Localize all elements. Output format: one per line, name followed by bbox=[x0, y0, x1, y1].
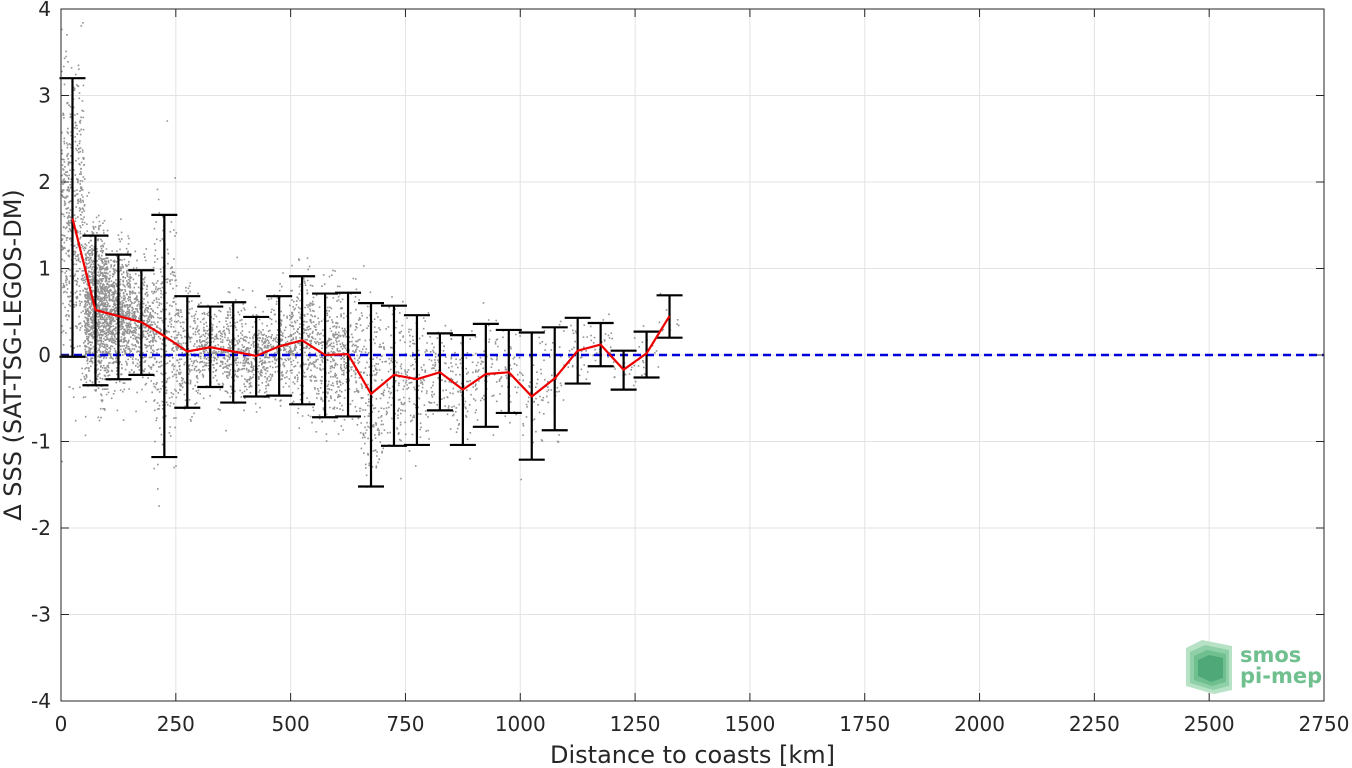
y-tick-label: -2 bbox=[31, 516, 51, 540]
logo-text-smos: smos bbox=[1240, 643, 1301, 667]
y-tick-label: 4 bbox=[38, 0, 51, 21]
x-tick-labels: 0 250 500 750 1000 1250 1500 1750 2000 2250 2500 27… bbox=[55, 712, 1350, 736]
error-bar bbox=[59, 77, 86, 358]
error-bar bbox=[472, 322, 499, 428]
y-tick-label: -3 bbox=[31, 603, 51, 627]
y-tick-label: 2 bbox=[38, 170, 51, 194]
x-tick-label: 750 bbox=[386, 712, 424, 736]
x-tick-label: 1000 bbox=[495, 712, 546, 736]
x-tick-label: 2500 bbox=[1184, 712, 1235, 736]
x-tick-label: 2000 bbox=[954, 712, 1005, 736]
x-axis-label: Distance to coasts [km] bbox=[550, 741, 835, 768]
x-tick-label: 250 bbox=[157, 712, 195, 736]
y-tick-labels: -4 -3 -2 -1 0 1 2 3 4 bbox=[31, 0, 51, 713]
x-tick-label: 1250 bbox=[610, 712, 661, 736]
x-tick-label: 0 bbox=[55, 712, 68, 736]
x-tick-label: 500 bbox=[272, 712, 310, 736]
x-tick-label: 2250 bbox=[1069, 712, 1120, 736]
mean-line bbox=[71, 218, 671, 398]
y-tick-label: 1 bbox=[38, 257, 51, 281]
y-axis-label: Δ SSS (SAT-TSG-LEGOS-DM) bbox=[0, 189, 27, 521]
y-tick-label: 3 bbox=[38, 84, 51, 108]
binned-mean-line bbox=[71, 218, 671, 398]
x-tick-label: 1750 bbox=[839, 712, 890, 736]
y-tick-label: 0 bbox=[38, 343, 51, 367]
y-tick-label: -1 bbox=[31, 430, 51, 454]
logo-text-pi-mep: pi-mep bbox=[1240, 664, 1322, 688]
smos-pi-mep-logo: smos pi-mep bbox=[1186, 640, 1322, 694]
logo-cube-icon bbox=[1186, 640, 1232, 694]
axis-ticks bbox=[60, 8, 1325, 702]
y-tick-label: -4 bbox=[31, 689, 51, 713]
x-tick-label: 1500 bbox=[724, 712, 775, 736]
x-tick-label: 2750 bbox=[1299, 712, 1350, 736]
